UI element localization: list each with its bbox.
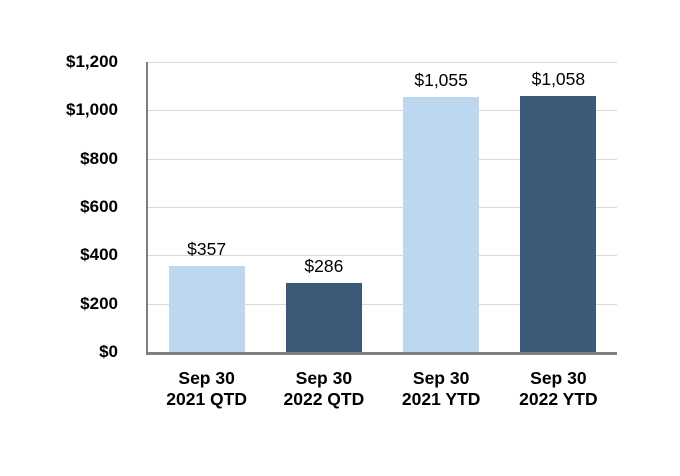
ytick-label-600: $600	[80, 197, 118, 216]
xtick-label-sep-30-2022-ytd: Sep 30 2022 YTD	[519, 368, 598, 409]
bar-sep-30-2021-qtd	[168, 265, 245, 352]
ytick-label-400: $400	[80, 245, 118, 265]
ytick-label-1000: $1,000	[66, 100, 118, 120]
bar-sep-30-2022-ytd	[520, 96, 597, 352]
y-axis-line	[146, 62, 148, 352]
ytick-label-0: $0	[99, 342, 118, 361]
gridline-800	[148, 158, 617, 160]
bar-value-label-sep-30-2021-qtd: $357	[187, 238, 227, 259]
gridline-400	[148, 255, 617, 257]
ytick-label-800: $800	[80, 148, 118, 168]
bar-sep-30-2021-ytd	[403, 97, 480, 352]
plot-area: $357 $286 $1,055 $1,058	[146, 62, 617, 355]
xtick-label-sep-30-2021-qtd: Sep 30 2021 QTD	[166, 368, 247, 409]
ytick-label-200: $200	[80, 293, 118, 313]
bar-value-label-sep-30-2021-ytd: $1,055	[414, 70, 468, 91]
ytick-label-1200: $1,200	[66, 52, 118, 71]
bar-value-label-sep-30-2022-ytd: $1,058	[531, 69, 586, 90]
xtick-label-sep-30-2022-qtd: Sep 30 2022 QTD	[283, 368, 365, 409]
gridline-600	[148, 207, 617, 208]
bar-sep-30-2022-qtd	[285, 282, 362, 352]
xtick-label-sep-30-2021-ytd: Sep 30 2021 YTD	[401, 368, 481, 409]
bar-value-label-sep-30-2022-qtd: $286	[304, 255, 344, 276]
gridline-200	[148, 303, 617, 305]
gridline-1000	[148, 110, 617, 112]
gridline-1200	[148, 62, 617, 63]
x-axis-line	[146, 352, 617, 355]
